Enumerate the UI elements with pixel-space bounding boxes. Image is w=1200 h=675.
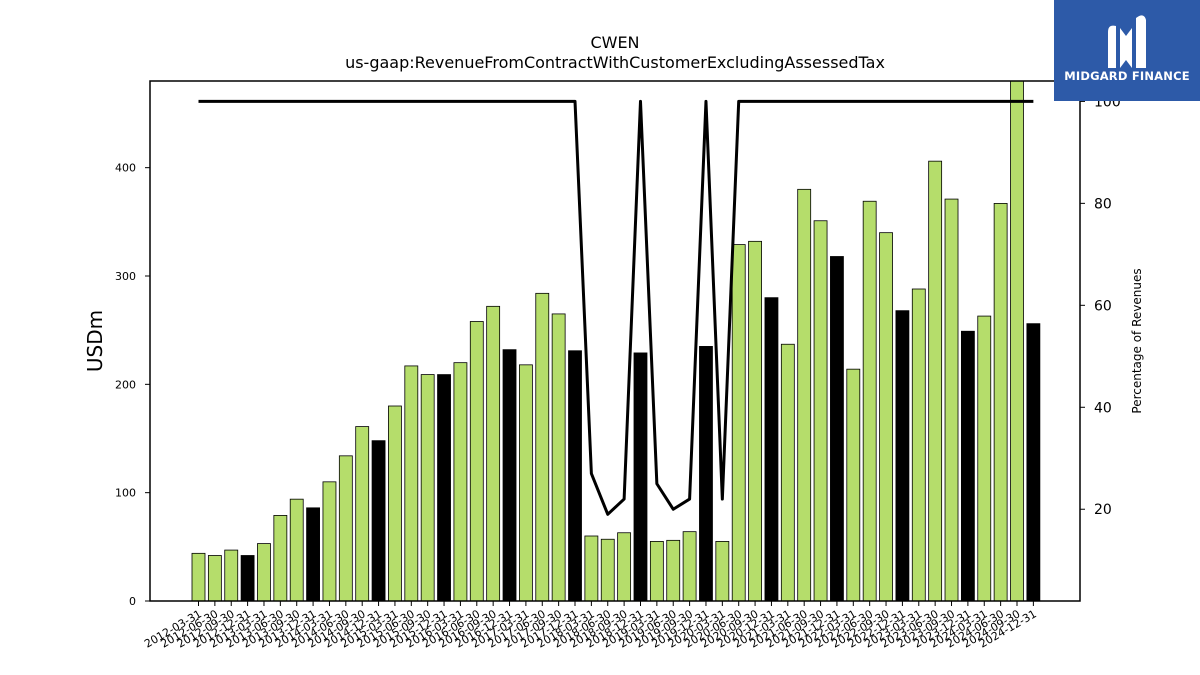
bar-2019-03-31 <box>649 541 664 602</box>
bar-2023-06-30 <box>928 160 943 602</box>
bar-2024-03-31 <box>977 315 992 602</box>
bar-2022-06-30 <box>862 200 877 602</box>
right-y-tick-label: 60 <box>1094 298 1112 314</box>
bar-2024-12-31 <box>1026 323 1041 602</box>
left-y-tick-label: 200 <box>115 378 136 391</box>
chart-title: CWEN <box>590 33 639 52</box>
midgard-finance-logo: MIDGARD FINANCE <box>1054 0 1200 101</box>
bar-2017-09-30 <box>551 313 566 602</box>
bar-2021-06-30 <box>797 188 812 602</box>
right-y-tick-label: 20 <box>1094 502 1112 518</box>
bar-2020-03-31 <box>715 541 730 602</box>
bar-2024-06-30 <box>993 203 1008 602</box>
bar-2022-09-30 <box>879 232 893 602</box>
left-y-tick-label: 100 <box>115 487 136 500</box>
bar-2020-12-31 <box>764 297 779 602</box>
bar-2016-06-30 <box>469 321 484 602</box>
bar-2016-09-30 <box>486 305 501 602</box>
bar-2017-12-31 <box>568 350 582 602</box>
bar-2023-12-31 <box>960 330 975 602</box>
left-y-tick-label: 300 <box>115 270 136 283</box>
bar-2013-06-30 <box>273 515 288 602</box>
bar-2012-12-31 <box>240 555 255 602</box>
bar-2017-06-30 <box>535 292 550 602</box>
bar-2021-09-30 <box>813 220 828 602</box>
bar-2022-03-31 <box>846 368 861 602</box>
bar-2018-03-31 <box>584 535 599 602</box>
chart-subtitle: us-gaap:RevenueFromContractWithCustomerE… <box>345 53 885 72</box>
bar-2014-06-30 <box>338 455 353 602</box>
bar-2012-03-31 <box>191 552 206 602</box>
midgard-logo-icon <box>1108 15 1146 69</box>
bar-2017-03-31 <box>519 364 533 602</box>
bar-2020-09-30 <box>748 240 762 602</box>
bar-2018-12-31 <box>633 352 648 602</box>
bar-2021-03-31 <box>780 343 795 602</box>
right-y-axis-label: Percentage of Revenues <box>1130 268 1144 413</box>
right-y-tick-label: 40 <box>1094 400 1112 416</box>
left-y-ticks: 0 100 200 300 400 <box>115 162 150 608</box>
bar-2014-12-31 <box>371 440 386 602</box>
bar-2021-12-31 <box>830 256 844 602</box>
bar-2015-03-31 <box>388 405 402 602</box>
bar-2013-12-31 <box>306 507 320 602</box>
bar-2015-12-31 <box>437 374 451 602</box>
bar-2015-09-30 <box>420 374 435 602</box>
left-y-tick-label: 0 <box>129 595 136 608</box>
bar-2013-03-31 <box>257 543 271 602</box>
bar-2012-09-30 <box>224 549 239 602</box>
percentage-line <box>198 99 1034 516</box>
left-y-axis-label: USDm <box>83 310 107 372</box>
bar-2018-09-30 <box>617 532 632 602</box>
bar-2014-09-30 <box>355 426 370 602</box>
bar-2014-03-31 <box>322 481 337 602</box>
bar-2016-12-31 <box>502 349 517 602</box>
axes-layer <box>149 80 1081 602</box>
bar-2024-09-30 <box>1010 80 1024 602</box>
bar-2015-06-30 <box>404 365 419 602</box>
bar-2016-03-31 <box>453 362 468 602</box>
bar-2019-09-30 <box>682 531 697 602</box>
percentage-line-layer <box>198 99 1034 516</box>
bar-2019-12-31 <box>699 346 713 602</box>
bar-2023-03-31 <box>911 288 926 602</box>
bar-2013-09-30 <box>289 498 304 602</box>
bar-2020-06-30 <box>731 244 746 602</box>
x-tick-labels: 2012-03-312012-06-302012-09-302012-12-31… <box>142 601 1039 651</box>
bar-2022-12-31 <box>895 310 910 602</box>
bars-layer <box>191 80 1041 602</box>
plot-frame <box>149 80 1081 602</box>
bar-2012-06-30 <box>207 555 222 602</box>
bar-2019-06-30 <box>666 539 681 602</box>
bar-2023-09-30 <box>944 198 959 602</box>
logo-text: MIDGARD FINANCE <box>1064 69 1190 83</box>
bar-2018-06-30 <box>600 538 615 602</box>
right-y-tick-label: 80 <box>1094 196 1112 212</box>
left-y-tick-label: 400 <box>115 162 136 175</box>
